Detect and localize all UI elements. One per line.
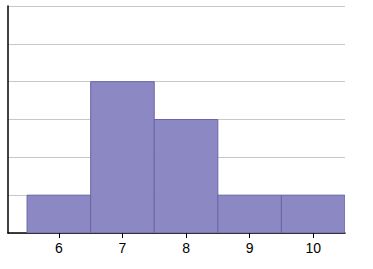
svg-text:7: 7	[119, 240, 127, 256]
svg-text:8: 8	[182, 240, 190, 256]
svg-text:6: 6	[55, 240, 63, 256]
svg-text:9: 9	[246, 240, 254, 256]
svg-text:10: 10	[305, 240, 321, 256]
